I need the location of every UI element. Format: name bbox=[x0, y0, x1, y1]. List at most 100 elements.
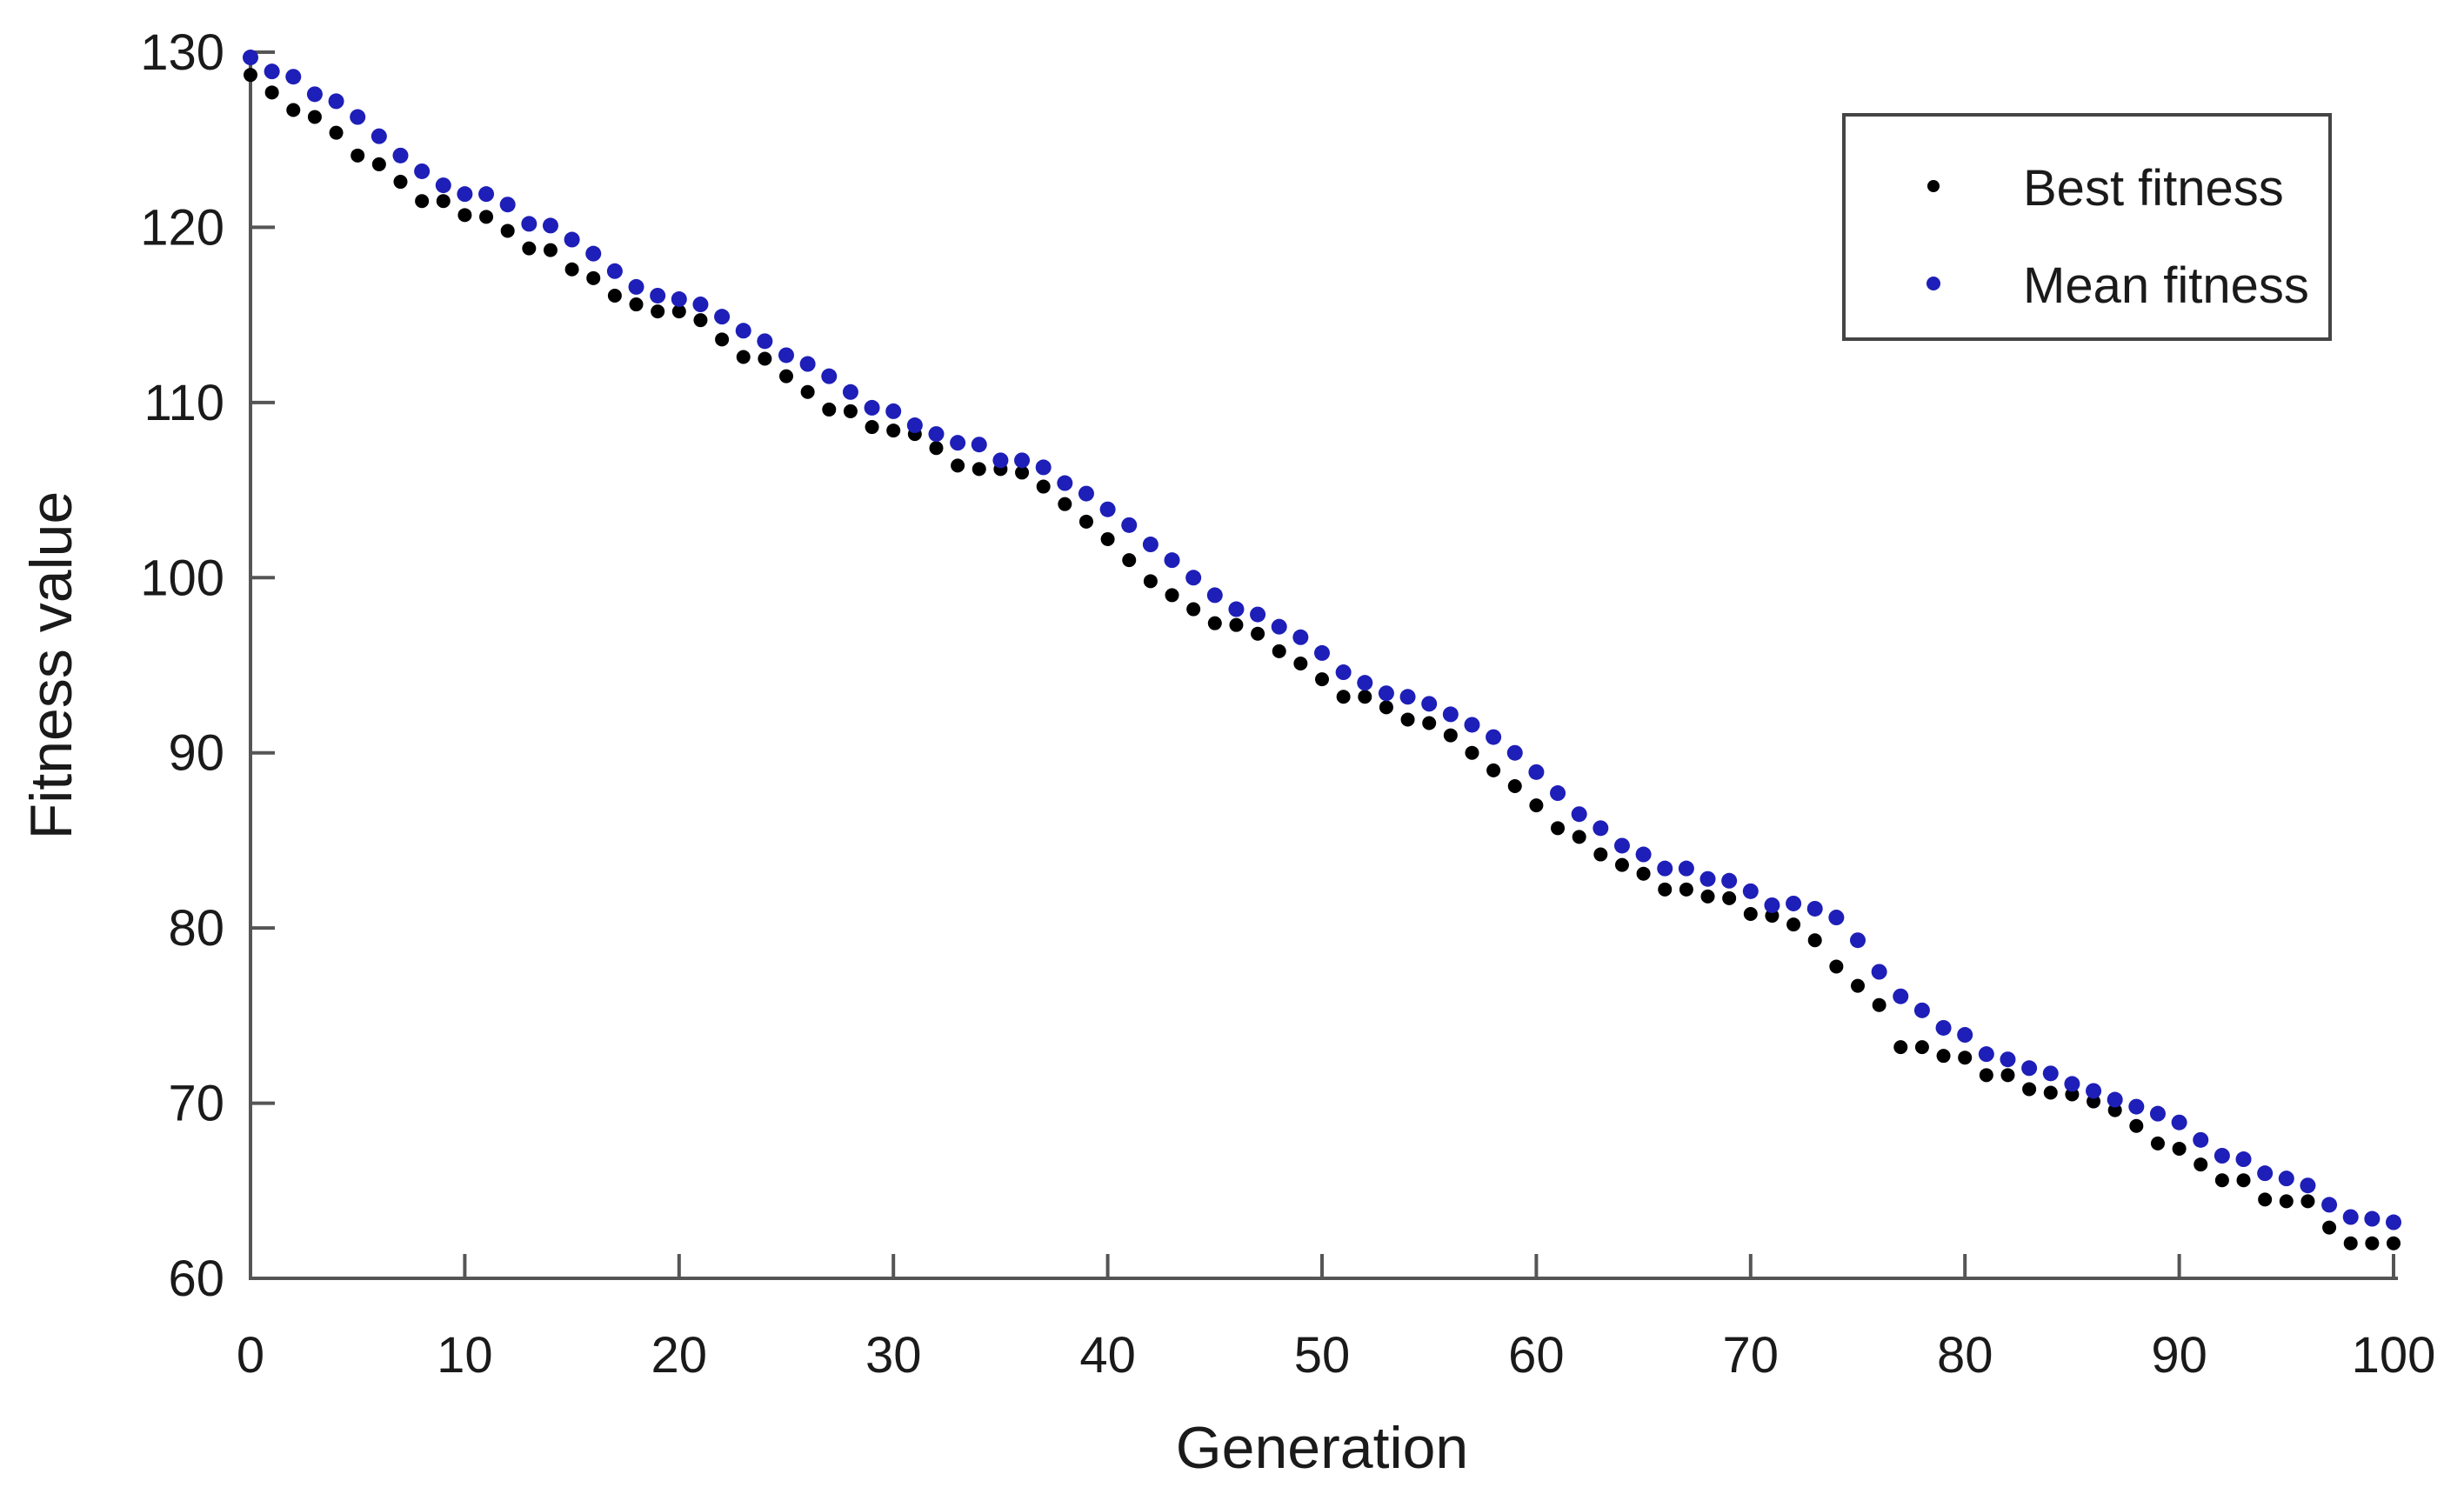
data-point-best-fitness bbox=[1979, 1068, 1993, 1083]
data-point-mean-fitness bbox=[1913, 1002, 1930, 1018]
data-point-best-fitness bbox=[351, 148, 365, 163]
data-point-best-fitness bbox=[1143, 574, 1158, 589]
data-point-mean-fitness bbox=[1528, 764, 1545, 780]
data-point-best-fitness bbox=[543, 243, 558, 257]
data-point-best-fitness bbox=[329, 125, 344, 140]
data-point-best-fitness bbox=[1551, 821, 1566, 836]
data-point-best-fitness bbox=[1679, 882, 1693, 897]
data-point-best-fitness bbox=[1443, 728, 1458, 743]
data-point-best-fitness bbox=[2022, 1082, 2037, 1097]
data-point-best-fitness bbox=[2000, 1068, 2015, 1083]
data-point-mean-fitness bbox=[1164, 552, 1180, 569]
legend-marker-best-fitness bbox=[1927, 180, 1940, 192]
x-tick-label: 80 bbox=[1937, 1327, 1993, 1384]
data-point-mean-fitness bbox=[714, 309, 731, 325]
data-point-mean-fitness bbox=[1014, 452, 1031, 469]
data-point-best-fitness bbox=[607, 288, 622, 303]
data-point-mean-fitness bbox=[1657, 860, 1673, 877]
data-point-best-fitness bbox=[843, 404, 858, 418]
data-point-mean-fitness bbox=[628, 278, 644, 295]
data-point-best-fitness bbox=[1614, 857, 1629, 872]
data-point-best-fitness bbox=[1400, 712, 1415, 727]
data-point-best-fitness bbox=[1251, 626, 1265, 641]
x-tick-label: 50 bbox=[1294, 1327, 1351, 1384]
data-point-mean-fitness bbox=[650, 287, 666, 303]
y-tick-label: 110 bbox=[144, 375, 224, 431]
data-point-mean-fitness bbox=[1699, 870, 1716, 887]
data-point-mean-fitness bbox=[1764, 897, 1780, 913]
data-point-best-fitness bbox=[1422, 716, 1437, 730]
data-point-best-fitness bbox=[758, 351, 772, 366]
data-point-mean-fitness bbox=[2342, 1209, 2359, 1225]
data-point-mean-fitness bbox=[2149, 1105, 2166, 1122]
data-point-mean-fitness bbox=[328, 93, 344, 110]
legend-marker-mean-fitness bbox=[1926, 277, 1940, 290]
data-point-best-fitness bbox=[822, 402, 837, 417]
data-point-best-fitness bbox=[2387, 1236, 2401, 1251]
data-point-best-fitness bbox=[2107, 1103, 2122, 1117]
data-point-best-fitness bbox=[436, 194, 451, 209]
data-point-best-fitness bbox=[1078, 514, 1093, 529]
y-tick-label: 70 bbox=[168, 1076, 224, 1132]
data-point-best-fitness bbox=[693, 313, 708, 328]
data-point-best-fitness bbox=[522, 241, 537, 256]
data-point-mean-fitness bbox=[1893, 988, 1909, 1004]
data-point-mean-fitness bbox=[2364, 1211, 2381, 1227]
data-point-mean-fitness bbox=[1550, 785, 1566, 802]
x-axis-title: Generation bbox=[1176, 1415, 1468, 1481]
data-point-best-fitness bbox=[1015, 465, 1030, 480]
data-point-mean-fitness bbox=[585, 245, 602, 262]
data-point-best-fitness bbox=[671, 304, 686, 319]
data-point-best-fitness bbox=[2322, 1220, 2337, 1235]
x-tick-label: 20 bbox=[651, 1327, 708, 1384]
data-point-mean-fitness bbox=[757, 333, 773, 350]
data-point-best-fitness bbox=[1786, 917, 1801, 932]
y-tick-label: 80 bbox=[168, 900, 224, 957]
data-point-mean-fitness bbox=[885, 403, 902, 419]
y-axis-title: Fitness value bbox=[18, 491, 84, 840]
data-point-best-fitness bbox=[286, 103, 301, 117]
data-point-mean-fitness bbox=[606, 263, 623, 279]
data-point-best-fitness bbox=[1700, 889, 1715, 904]
data-point-best-fitness bbox=[2279, 1194, 2294, 1209]
x-tick-label: 90 bbox=[2151, 1327, 2207, 1384]
scatter-series-layer bbox=[243, 50, 2401, 1251]
y-tick-label: 90 bbox=[168, 725, 224, 782]
data-point-best-fitness bbox=[2043, 1085, 2058, 1100]
data-point-best-fitness bbox=[715, 332, 730, 347]
data-point-mean-fitness bbox=[2128, 1098, 2145, 1115]
data-point-best-fitness bbox=[1358, 690, 1372, 704]
data-point-mean-fitness bbox=[1828, 910, 1845, 926]
data-point-mean-fitness bbox=[1786, 895, 1802, 911]
data-point-mean-fitness bbox=[1057, 475, 1073, 491]
y-tick-label: 60 bbox=[168, 1251, 224, 1307]
data-point-mean-fitness bbox=[2021, 1060, 2038, 1077]
data-point-mean-fitness bbox=[1721, 872, 1738, 889]
data-point-best-fitness bbox=[1379, 700, 1393, 715]
data-point-mean-fitness bbox=[371, 128, 387, 144]
data-point-mean-fitness bbox=[778, 347, 794, 363]
data-point-best-fitness bbox=[564, 262, 579, 277]
data-point-best-fitness bbox=[1486, 763, 1501, 777]
data-point-mean-fitness bbox=[1271, 618, 1287, 635]
data-point-mean-fitness bbox=[1464, 717, 1480, 733]
data-point-mean-fitness bbox=[1206, 587, 1223, 604]
data-point-mean-fitness bbox=[2107, 1091, 2123, 1108]
data-point-mean-fitness bbox=[1978, 1046, 1994, 1063]
data-point-mean-fitness bbox=[1742, 883, 1759, 899]
data-point-best-fitness bbox=[1807, 933, 1822, 948]
data-point-mean-fitness bbox=[992, 452, 1009, 469]
scatter-series-mean-fitness bbox=[243, 50, 2401, 1231]
data-point-best-fitness bbox=[951, 458, 965, 473]
data-point-best-fitness bbox=[2236, 1173, 2251, 1188]
data-point-mean-fitness bbox=[1486, 729, 1502, 745]
x-tick-label: 0 bbox=[237, 1327, 264, 1384]
data-point-mean-fitness bbox=[2042, 1065, 2059, 1082]
x-tick-label: 100 bbox=[2352, 1327, 2436, 1384]
legend: Best fitness Mean fitness bbox=[1842, 113, 2332, 341]
data-point-mean-fitness bbox=[1292, 629, 1309, 645]
data-point-mean-fitness bbox=[306, 86, 323, 103]
data-point-mean-fitness bbox=[2257, 1165, 2274, 1182]
data-point-best-fitness bbox=[1936, 1049, 1951, 1064]
data-point-mean-fitness bbox=[1378, 685, 1394, 702]
